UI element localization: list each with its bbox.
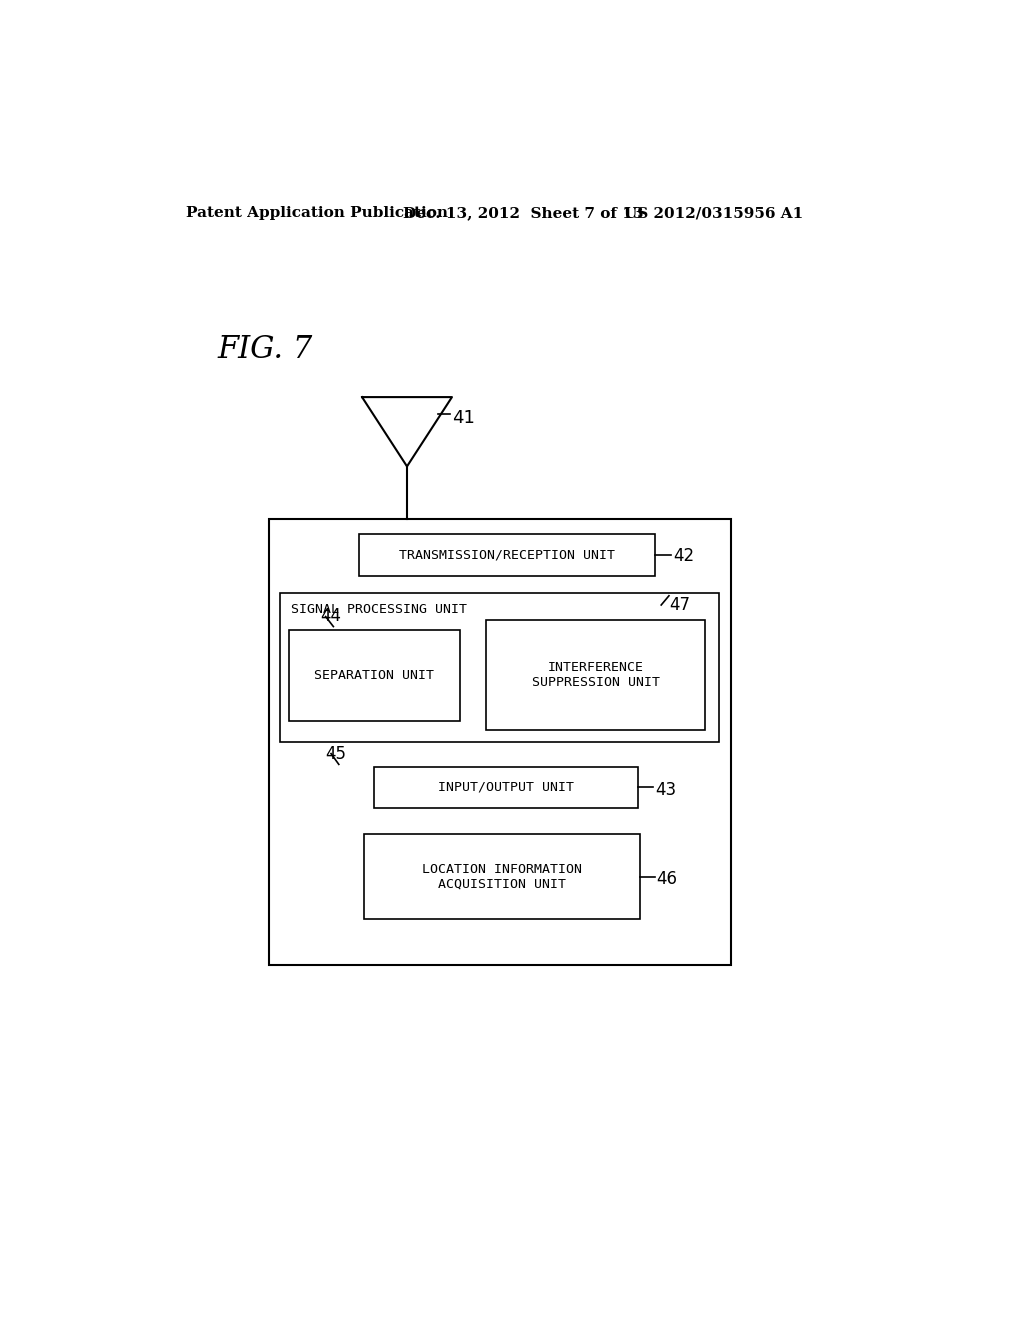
Bar (280, 594, 719, 742)
Text: 42: 42 (673, 548, 694, 565)
Text: LOCATION INFORMATION
ACQUISITION UNIT: LOCATION INFORMATION ACQUISITION UNIT (422, 863, 582, 891)
Text: FIG. 7: FIG. 7 (217, 334, 312, 364)
Text: INPUT/OUTPUT UNIT: INPUT/OUTPUT UNIT (438, 780, 574, 793)
Text: 44: 44 (321, 607, 341, 624)
Text: 45: 45 (325, 744, 346, 763)
Text: 47: 47 (669, 595, 690, 614)
Text: TRANSMISSION/RECEPTION UNIT: TRANSMISSION/RECEPTION UNIT (399, 548, 615, 561)
Bar (365, 834, 640, 919)
Bar (486, 620, 706, 730)
Bar (289, 630, 460, 721)
Text: 46: 46 (656, 870, 678, 888)
Bar (375, 767, 638, 808)
Text: 43: 43 (655, 780, 676, 799)
Bar (359, 535, 655, 576)
Text: 41: 41 (452, 409, 475, 426)
Text: US 2012/0315956 A1: US 2012/0315956 A1 (624, 206, 803, 220)
Bar (269, 519, 731, 965)
Text: SEPARATION UNIT: SEPARATION UNIT (314, 668, 434, 681)
Text: Dec. 13, 2012  Sheet 7 of 13: Dec. 13, 2012 Sheet 7 of 13 (403, 206, 644, 220)
Text: Patent Application Publication: Patent Application Publication (186, 206, 449, 220)
Text: INTERFERENCE
SUPPRESSION UNIT: INTERFERENCE SUPPRESSION UNIT (531, 661, 659, 689)
Text: SIGNAL PROCESSING UNIT: SIGNAL PROCESSING UNIT (291, 603, 467, 616)
